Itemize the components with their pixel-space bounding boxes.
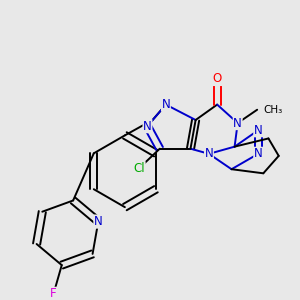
Text: Cl: Cl <box>134 162 145 175</box>
Text: N: N <box>94 215 103 228</box>
Text: F: F <box>50 287 57 300</box>
Text: N: N <box>143 120 152 133</box>
Text: O: O <box>212 73 222 85</box>
Text: N: N <box>254 147 262 160</box>
Text: N: N <box>254 124 262 137</box>
Text: N: N <box>161 98 170 111</box>
Text: N: N <box>205 147 213 160</box>
Text: CH₃: CH₃ <box>263 105 283 115</box>
Text: N: N <box>233 117 242 130</box>
